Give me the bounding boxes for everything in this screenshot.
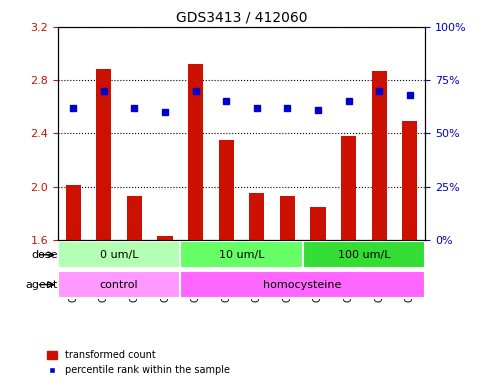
Bar: [188, 64, 203, 240]
Text: 100 um/L: 100 um/L: [338, 250, 390, 260]
Bar: [96, 70, 112, 240]
Title: GDS3413 / 412060: GDS3413 / 412060: [176, 10, 307, 24]
Bar: [311, 207, 326, 240]
Bar: [341, 136, 356, 240]
Text: agent: agent: [26, 280, 58, 290]
Legend: transformed count, percentile rank within the sample: transformed count, percentile rank withi…: [43, 346, 234, 379]
FancyBboxPatch shape: [58, 242, 180, 268]
Text: homocysteine: homocysteine: [264, 280, 342, 290]
FancyBboxPatch shape: [303, 242, 425, 268]
Bar: [157, 236, 173, 240]
Bar: [402, 121, 417, 240]
Bar: [66, 185, 81, 240]
FancyBboxPatch shape: [180, 271, 425, 298]
Text: 0 um/L: 0 um/L: [100, 250, 139, 260]
Text: dose: dose: [31, 250, 58, 260]
Bar: [280, 196, 295, 240]
Bar: [219, 140, 234, 240]
Bar: [249, 193, 265, 240]
FancyBboxPatch shape: [180, 242, 303, 268]
Text: control: control: [100, 280, 139, 290]
Bar: [127, 196, 142, 240]
Text: 10 um/L: 10 um/L: [219, 250, 264, 260]
FancyBboxPatch shape: [58, 271, 180, 298]
Bar: [371, 71, 387, 240]
